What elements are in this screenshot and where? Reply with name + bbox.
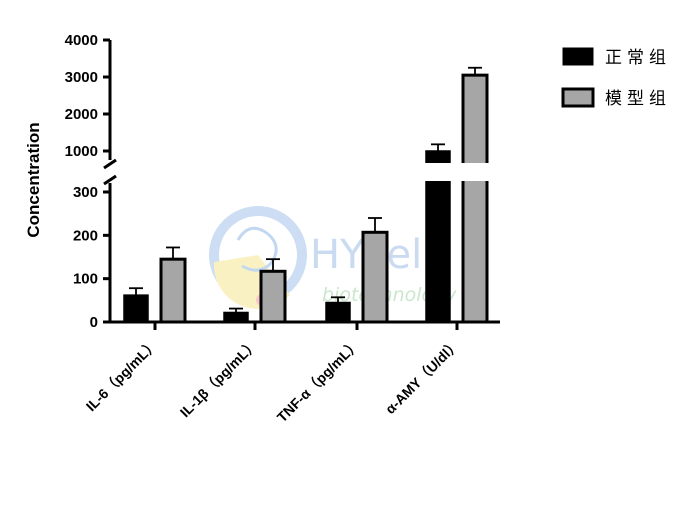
watermark-logo-icon <box>209 206 307 309</box>
bar <box>159 257 187 324</box>
y-axis-break-mark-upper <box>103 158 117 170</box>
y-ticks: 0 100 200 300 1000 2000 3000 4000 <box>65 32 110 331</box>
y-tick-label: 100 <box>73 271 98 288</box>
category-labels: IL-6（pg/mL） IL-1β（pg/mL） TNF-α（pg/mL） α-AMY… <box>83 336 463 425</box>
watermark-subtitle: biotechnology <box>322 284 457 306</box>
legend-swatch <box>561 87 595 108</box>
watermark: HYcell biotechnology <box>209 206 457 309</box>
bar <box>361 230 389 324</box>
category-label: α-AMY（U/dl） <box>382 336 463 417</box>
error-bars <box>129 66 482 313</box>
legend-label: 正常组 <box>605 48 671 68</box>
y-tick-label: 1000 <box>65 143 98 160</box>
bars <box>123 73 489 324</box>
legend-label: 模型组 <box>605 89 671 109</box>
bar <box>223 311 249 323</box>
bar <box>123 294 149 323</box>
y-tick-label: 0 <box>90 314 98 331</box>
y-axis-label: Concentration <box>24 122 43 237</box>
category-label: TNF-α（pg/mL） <box>274 336 363 425</box>
category-label: IL-6（pg/mL） <box>83 336 161 414</box>
y-tick-label: 3000 <box>65 69 98 86</box>
bar <box>461 73 489 324</box>
y-tick-label: 300 <box>73 184 98 201</box>
y-axis: 0 100 200 300 1000 2000 3000 4000 <box>65 32 117 331</box>
y-tick-label: 4000 <box>65 32 98 49</box>
y-axis-break-mark-lower <box>103 174 117 186</box>
bar <box>259 269 287 324</box>
y-tick-label: 2000 <box>65 106 98 123</box>
category-label: IL-1β（pg/mL） <box>177 336 261 420</box>
axis-break-gap <box>410 163 495 181</box>
legend-swatch <box>562 47 594 66</box>
x-ticks <box>153 322 459 330</box>
bar <box>325 301 351 323</box>
y-tick-label: 200 <box>73 227 98 244</box>
